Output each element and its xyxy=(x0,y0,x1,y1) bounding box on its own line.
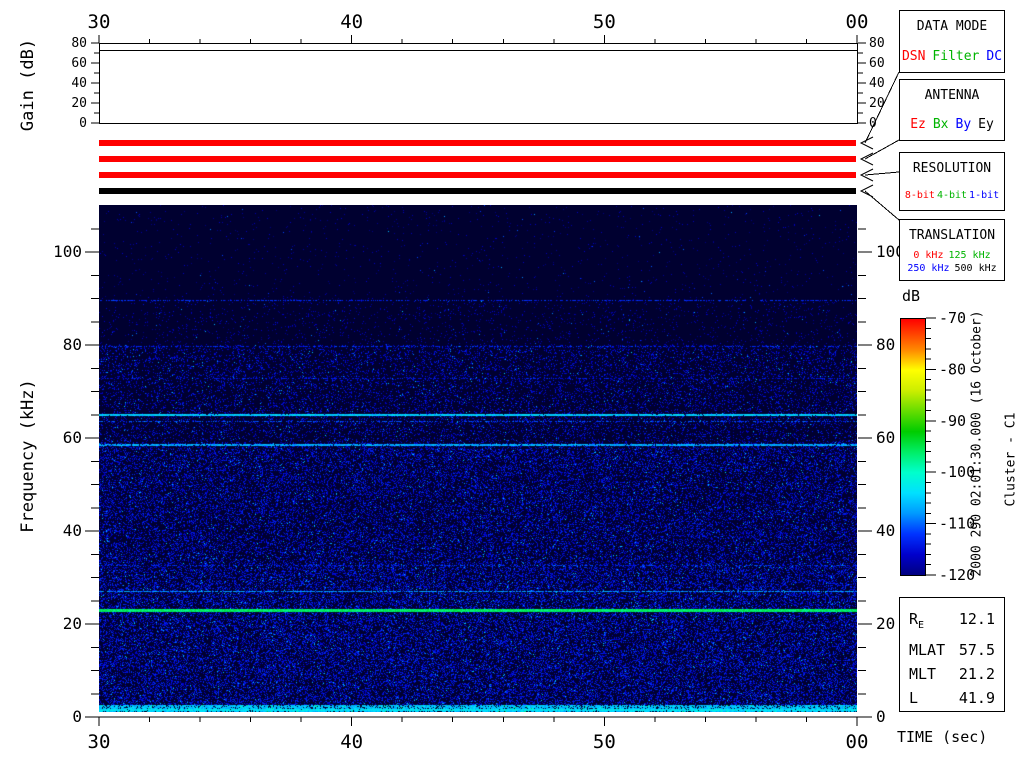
svg-text:40: 40 xyxy=(869,76,885,91)
svg-text:60: 60 xyxy=(71,56,87,71)
status-bar-translation xyxy=(99,188,856,194)
svg-text:-70: -70 xyxy=(939,309,966,327)
svg-text:-80: -80 xyxy=(939,360,966,378)
option-ez: Ez xyxy=(910,117,926,132)
colorbar xyxy=(900,318,926,576)
option-dc: DC xyxy=(986,49,1003,64)
svg-text:20: 20 xyxy=(71,96,87,111)
timestamp-label: 2000 290 02:01:30.000 (16 October) xyxy=(969,310,985,577)
svg-text:50: 50 xyxy=(593,731,616,753)
svg-text:0: 0 xyxy=(72,707,82,726)
option-4bit: 4-bit xyxy=(936,190,968,201)
svg-text:80: 80 xyxy=(876,335,895,354)
legend-antenna: ANTENNA Ez Bx By Ey xyxy=(899,79,1005,141)
legend-resolution: RESOLUTION 8-bit 4-bit 1-bit xyxy=(899,152,1005,211)
status-bar-antenna xyxy=(99,156,856,162)
legend-antenna-title: ANTENNA xyxy=(924,88,980,103)
svg-text:40: 40 xyxy=(876,521,895,540)
svg-text:40: 40 xyxy=(71,76,87,91)
option-filter: Filter xyxy=(932,49,980,64)
ephemeris-row-mlat: MLAT 57.5 xyxy=(909,638,995,662)
colorbar-gradient xyxy=(901,319,925,575)
status-bar-data-mode xyxy=(99,140,856,146)
svg-text:40: 40 xyxy=(63,521,82,540)
legend-data-mode: DATA MODE DSN Filter DC xyxy=(899,10,1005,73)
spectrogram xyxy=(99,205,857,712)
svg-text:40: 40 xyxy=(340,11,363,33)
svg-text:60: 60 xyxy=(876,428,895,447)
ephemeris-value-mlat: 57.5 xyxy=(958,641,995,659)
option-by: By xyxy=(955,117,972,132)
option-500khz: 500 kHz xyxy=(954,263,997,274)
svg-text:0: 0 xyxy=(79,116,87,131)
colorbar-unit-label: dB xyxy=(902,287,921,305)
svg-text:0: 0 xyxy=(869,116,877,131)
gain-panel xyxy=(99,43,858,124)
ephemeris-value-mlt: 21.2 xyxy=(958,665,995,683)
ephemeris-value-re: 12.1 xyxy=(958,610,995,628)
svg-text:0: 0 xyxy=(876,707,886,726)
status-bar-resolution xyxy=(99,172,856,178)
svg-text:20: 20 xyxy=(63,614,82,633)
svg-text:80: 80 xyxy=(869,36,885,51)
svg-text:80: 80 xyxy=(71,36,87,51)
legend-data-mode-title: DATA MODE xyxy=(916,19,988,34)
svg-text:60: 60 xyxy=(63,428,82,447)
option-0khz: 0 kHz xyxy=(913,250,944,261)
option-125khz: 125 kHz xyxy=(948,250,991,261)
svg-text:50: 50 xyxy=(593,11,616,33)
svg-text:-90: -90 xyxy=(939,412,966,430)
svg-text:20: 20 xyxy=(876,614,895,633)
ephemeris-row-l: L 41.9 xyxy=(909,686,995,710)
frequency-axis-label: Frequency (kHz) xyxy=(18,379,38,533)
legend-translation-title: TRANSLATION xyxy=(908,228,996,243)
svg-text:00: 00 xyxy=(846,731,869,753)
option-bx: Bx xyxy=(932,117,949,132)
option-250khz: 250 kHz xyxy=(907,263,950,274)
option-ey: Ey xyxy=(978,117,994,132)
option-8bit: 8-bit xyxy=(904,190,935,201)
ephemeris-label-mlt: MLT xyxy=(909,665,937,683)
gain-trace xyxy=(100,50,857,51)
svg-text:100: 100 xyxy=(53,242,82,261)
ephemeris-row-mlt: MLT 21.2 xyxy=(909,662,995,686)
ephemeris-row-re: RE 12.1 xyxy=(909,607,995,638)
svg-text:30: 30 xyxy=(88,11,111,33)
ephemeris-box: RE 12.1 MLAT 57.5 MLT 21.2 L 41.9 xyxy=(899,597,1005,712)
option-1bit: 1-bit xyxy=(969,190,1000,201)
svg-text:80: 80 xyxy=(63,335,82,354)
option-dsn: DSN xyxy=(901,49,926,64)
legend-translation: TRANSLATION 0 kHz 125 kHz 250 kHz 500 kH… xyxy=(899,219,1005,281)
svg-text:60: 60 xyxy=(869,56,885,71)
spacecraft-label: Cluster - C1 xyxy=(1003,412,1019,507)
time-axis-label: TIME (sec) xyxy=(897,728,988,746)
legend-resolution-title: RESOLUTION xyxy=(912,161,992,176)
ephemeris-value-l: 41.9 xyxy=(958,689,995,707)
svg-text:00: 00 xyxy=(846,11,869,33)
gain-axis-label: Gain (dB) xyxy=(18,38,38,132)
ephemeris-label-l: L xyxy=(909,689,919,707)
ephemeris-label-mlat: MLAT xyxy=(909,641,946,659)
svg-text:30: 30 xyxy=(88,731,111,753)
svg-text:40: 40 xyxy=(340,731,363,753)
svg-text:20: 20 xyxy=(869,96,885,111)
ephemeris-label-re: RE xyxy=(909,610,925,631)
